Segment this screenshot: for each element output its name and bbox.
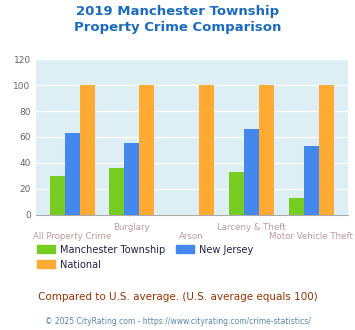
Bar — [304, 146, 319, 214]
Bar — [65, 133, 80, 214]
Bar — [125, 144, 140, 214]
Text: 2019 Manchester Township
Property Crime Comparison: 2019 Manchester Township Property Crime … — [74, 5, 281, 34]
Bar — [289, 198, 304, 214]
Text: Larceny & Theft: Larceny & Theft — [217, 223, 286, 232]
Legend: Manchester Township, National, New Jersey: Manchester Township, National, New Jerse… — [33, 241, 257, 274]
Text: All Property Crime: All Property Crime — [33, 232, 111, 241]
Bar — [244, 129, 259, 214]
Bar — [229, 172, 244, 214]
Bar — [140, 85, 154, 214]
Bar — [50, 176, 65, 214]
Bar — [109, 168, 125, 214]
Bar — [199, 85, 214, 214]
Bar — [80, 85, 94, 214]
Text: Motor Vehicle Theft: Motor Vehicle Theft — [269, 232, 353, 241]
Bar — [259, 85, 274, 214]
Text: Arson: Arson — [179, 232, 204, 241]
Text: Compared to U.S. average. (U.S. average equals 100): Compared to U.S. average. (U.S. average … — [38, 292, 317, 302]
Text: Burglary: Burglary — [114, 223, 150, 232]
Text: © 2025 CityRating.com - https://www.cityrating.com/crime-statistics/: © 2025 CityRating.com - https://www.city… — [45, 317, 310, 326]
Bar — [319, 85, 334, 214]
